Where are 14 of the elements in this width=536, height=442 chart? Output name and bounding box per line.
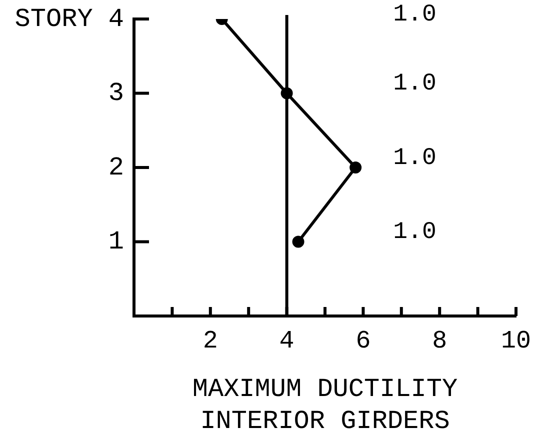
x-tick-label: 6 — [356, 326, 371, 356]
x-tick-label: 8 — [432, 326, 448, 356]
y-tick-label: 3 — [108, 78, 124, 108]
y-tick-label: STORY 4 — [14, 4, 124, 34]
x-tick-label: 4 — [279, 326, 294, 356]
x-tick-label: 2 — [202, 326, 218, 356]
y-tick-label: 1 — [108, 226, 124, 257]
annotation: 1.0 — [393, 219, 436, 246]
annotation: 1.0 — [393, 1, 436, 28]
annotation: 1.0 — [393, 70, 436, 98]
annotation: 1.0 — [393, 144, 436, 172]
x-tick-label: 10 — [500, 326, 532, 356]
x-axis-title: MAXIMUM DUCTILITY INTERIOR GIRDERS — [192, 374, 458, 436]
y-tick-label: 2 — [108, 152, 124, 182]
